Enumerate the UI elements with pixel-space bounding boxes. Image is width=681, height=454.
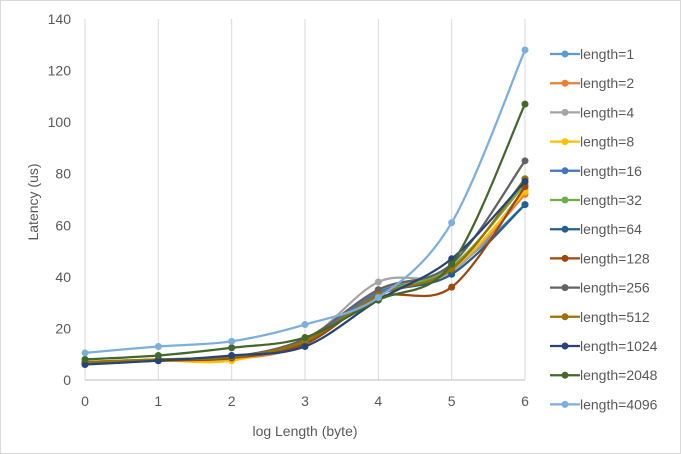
data-point xyxy=(228,337,236,345)
legend: length=1 length=2 length=4 length=8 length=1… xyxy=(550,46,658,412)
x-tick-label: 4 xyxy=(374,393,382,409)
legend-label: length=4 xyxy=(580,104,634,120)
legend-label: length=4096 xyxy=(580,396,658,412)
legend-entry: length=4096 xyxy=(550,396,658,412)
legend-label: length=1024 xyxy=(580,338,658,354)
x-tick-label: 5 xyxy=(448,393,456,409)
x-tick-label: 6 xyxy=(521,393,529,409)
data-point xyxy=(228,344,236,352)
legend-swatch-marker xyxy=(561,167,569,175)
legend-label: length=64 xyxy=(580,221,642,237)
data-point xyxy=(81,349,89,357)
legend-swatch-marker xyxy=(561,284,569,292)
legend-entry: length=2 xyxy=(550,75,634,91)
data-point xyxy=(81,361,89,369)
series-layer xyxy=(81,46,529,369)
legend-swatch-marker xyxy=(561,371,569,379)
legend-entry: length=32 xyxy=(550,192,642,208)
data-point xyxy=(448,260,456,268)
legend-label: length=256 xyxy=(580,280,650,296)
legend-swatch-marker xyxy=(561,138,569,146)
y-tick-label: 0 xyxy=(63,372,71,388)
data-point xyxy=(521,100,529,108)
series-length-2048 xyxy=(81,100,529,363)
data-point xyxy=(228,352,236,360)
x-tick-label: 3 xyxy=(301,393,309,409)
data-point xyxy=(81,355,89,363)
legend-entry: length=4 xyxy=(550,104,634,120)
y-tick-label: 100 xyxy=(48,114,72,130)
legend-entry: length=64 xyxy=(550,221,642,237)
legend-label: length=2048 xyxy=(580,367,658,383)
data-point xyxy=(448,270,456,278)
legend-swatch-marker xyxy=(561,400,569,408)
x-tick-label: 1 xyxy=(154,393,162,409)
data-point xyxy=(374,293,382,301)
legend-label: length=2 xyxy=(580,75,634,91)
legend-entry: length=16 xyxy=(550,163,642,179)
legend-label: length=128 xyxy=(580,250,650,266)
legend-swatch-marker xyxy=(561,225,569,233)
y-tick-label: 140 xyxy=(48,11,72,27)
legend-label: length=512 xyxy=(580,309,650,325)
legend-swatch-marker xyxy=(561,196,569,204)
x-axis-title: log Length (byte) xyxy=(252,423,357,439)
legend-swatch-marker xyxy=(561,254,569,262)
legend-swatch-marker xyxy=(561,313,569,321)
y-tick-label: 40 xyxy=(55,269,71,285)
data-point xyxy=(154,342,162,350)
y-tick-label: 80 xyxy=(55,166,71,182)
data-point xyxy=(448,283,456,291)
data-point xyxy=(521,46,529,54)
legend-label: length=8 xyxy=(580,134,634,150)
grid xyxy=(84,19,526,381)
series-length-4096 xyxy=(81,46,529,357)
data-point xyxy=(301,321,309,329)
data-point xyxy=(374,286,382,294)
legend-entry: length=256 xyxy=(550,280,650,296)
data-point xyxy=(374,278,382,286)
x-tick-label: 2 xyxy=(228,393,236,409)
legend-entry: length=8 xyxy=(550,134,634,150)
legend-label: length=32 xyxy=(580,192,642,208)
y-axis-title: Latency (us) xyxy=(25,163,41,240)
y-tick-label: 60 xyxy=(55,217,71,233)
legend-entry: length=2048 xyxy=(550,367,658,383)
data-point xyxy=(154,357,162,365)
data-point xyxy=(521,177,529,185)
data-point xyxy=(301,342,309,350)
legend-entry: length=512 xyxy=(550,309,650,325)
y-tick-label: 120 xyxy=(48,63,72,79)
y-tick-label: 20 xyxy=(55,320,71,336)
data-point xyxy=(154,352,162,360)
legend-entry: length=128 xyxy=(550,250,650,266)
legend-swatch-marker xyxy=(561,50,569,58)
data-point xyxy=(521,201,529,209)
legend-swatch-marker xyxy=(561,342,569,350)
legend-label: length=1 xyxy=(580,46,634,62)
legend-swatch-marker xyxy=(561,79,569,87)
x-tick-label: 0 xyxy=(81,393,89,409)
legend-label: length=16 xyxy=(580,163,642,179)
data-point xyxy=(521,157,529,165)
data-point xyxy=(448,219,456,227)
legend-swatch-marker xyxy=(561,108,569,116)
legend-entry: length=1 xyxy=(550,46,634,62)
legend-entry: length=1024 xyxy=(550,338,658,354)
data-point xyxy=(301,333,309,341)
